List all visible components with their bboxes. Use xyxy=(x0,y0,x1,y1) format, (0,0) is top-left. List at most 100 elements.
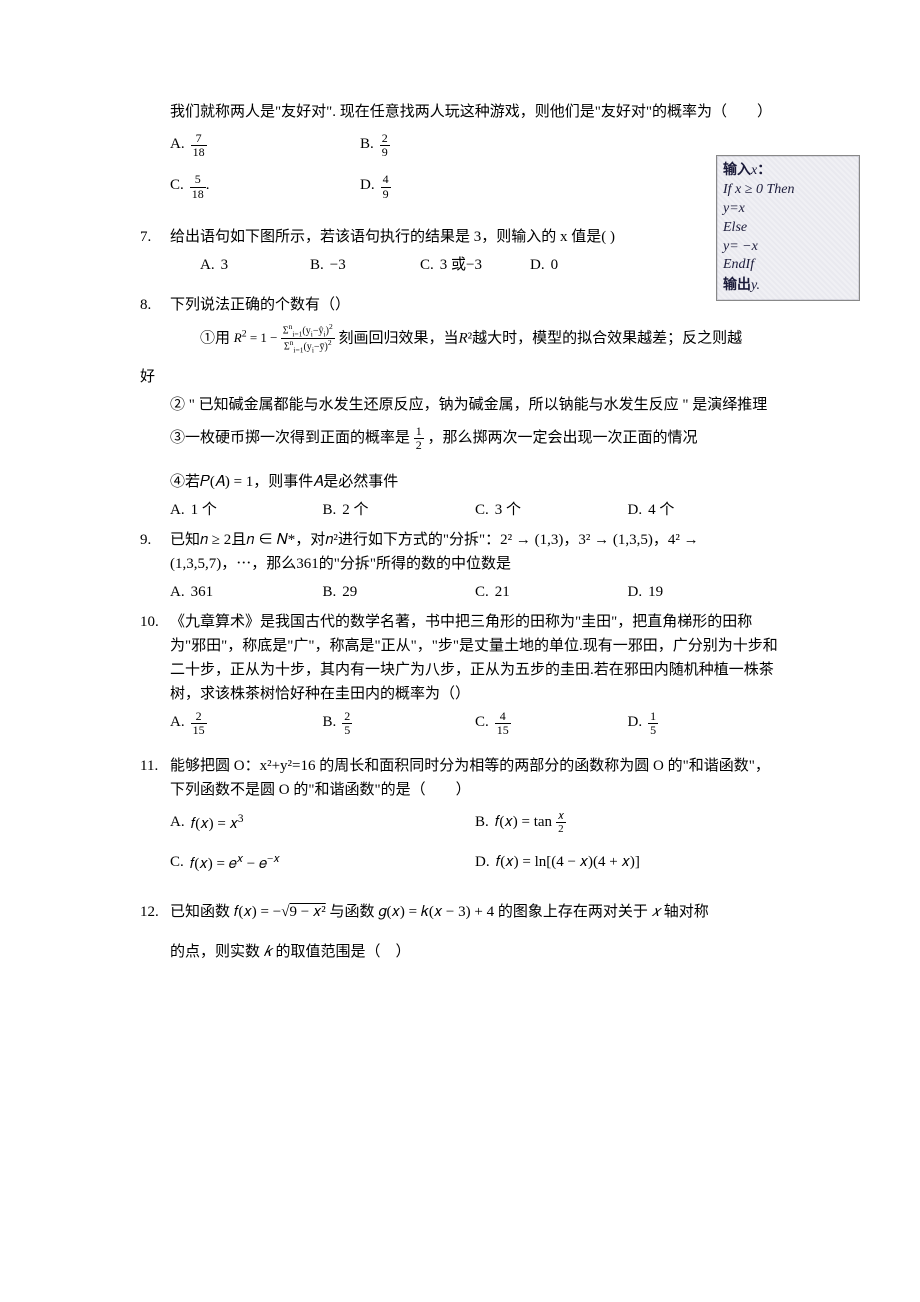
opt-label: B. xyxy=(323,580,337,604)
opt-label: A. xyxy=(170,710,185,734)
code-line-7: 输出y. xyxy=(723,275,853,296)
q12-t9: 𝑘 xyxy=(264,944,272,960)
q11-opt-d: D.𝑓(𝑥) = ln[(4 − 𝑥)(4 + 𝑥)] xyxy=(475,850,780,876)
opt-text: 3 或−3 xyxy=(440,253,482,277)
opt-label: A. xyxy=(170,580,185,604)
code-line-1: 输入x： xyxy=(723,160,853,181)
q9-options: A.361 B.29 C.21 D.19 xyxy=(170,580,780,610)
opt-text: 361 xyxy=(191,580,214,604)
q10-number: 10. xyxy=(140,610,170,743)
code-var: y. xyxy=(751,278,760,293)
code-line-6: EndIf xyxy=(723,256,853,275)
q12-t3: 与函数 xyxy=(330,904,375,920)
frac-den: 15 xyxy=(191,724,207,737)
frac-num: 2 xyxy=(342,710,352,724)
q11-number: 11. xyxy=(140,754,170,890)
q7-opt-a: A.3 xyxy=(200,253,310,277)
opt-label: D. xyxy=(475,850,490,874)
q12-body: 已知函数 𝑓(𝑥) = −√9 − 𝑥² 与函数 𝑔(𝑥) = 𝑘(𝑥 − 3)… xyxy=(170,900,780,964)
frac-num: 4 xyxy=(381,173,391,187)
q9-body: 已知𝑛 ≥ 2且𝑛 ∈ 𝑁*，对𝑛²进行如下方式的"分拆"：2² → (1,3)… xyxy=(170,528,780,610)
opt-text: 𝑓(𝑥) = ln[(4 − 𝑥)(4 + 𝑥)] xyxy=(496,850,640,874)
q10-options: A. 215 B. 25 C. 415 D. 15 xyxy=(170,710,780,743)
opt-label: B. xyxy=(310,253,324,277)
code-line-2: If x ≥ 0 Then xyxy=(723,181,853,200)
opt-label: B. xyxy=(323,710,337,734)
opt-label: B. xyxy=(475,810,489,834)
q9-opt-c: C.21 xyxy=(475,580,628,604)
q12-t5: 的图象上存在两对关于 xyxy=(498,904,648,920)
q11: 11. 能够把圆 O：x²+y²=16 的周长和面积同时分为相等的两部分的函数称… xyxy=(140,754,780,890)
q10-c-frac: 415 xyxy=(495,710,511,737)
q8-stmt3: ③一枚硬币掷一次得到正面的概率是 1 2 ，那么掷两次一定会出现一次正面的情况 xyxy=(170,425,780,452)
q6-intro: 我们就称两人是"友好对". 现在任意找两人玩这种游戏，则他们是"友好对"的概率为… xyxy=(170,100,780,124)
q12-number: 12. xyxy=(140,900,170,964)
frac-num: 5 xyxy=(190,173,206,187)
q10-a-frac: 215 xyxy=(191,710,207,737)
q11-opt-b: B.𝑓(𝑥) = tan 𝑥2 xyxy=(475,810,780,836)
opt-text: 19 xyxy=(648,580,663,604)
opt-text: 0 xyxy=(551,253,559,277)
opt-label: C. xyxy=(420,253,434,277)
q10: 10. 《九章算术》是我国古代的数学名著，书中把三角形的田称为"圭田"，把直角梯… xyxy=(140,610,780,743)
opt-label: D. xyxy=(360,173,375,197)
q6-options: A. 7 18 B. 2 9 C. 5 18 . D. 4 9 xyxy=(170,132,550,215)
q12-t8: 的点，则实数 xyxy=(170,944,260,960)
q8-opt-c: C.3 个 xyxy=(475,498,628,522)
q11-text: 能够把圆 O：x²+y²=16 的周长和面积同时分为相等的两部分的函数称为圆 O… xyxy=(170,754,780,802)
q6-b-frac: 2 9 xyxy=(380,132,390,159)
q7-text: 给出语句如下图所示，若该语句执行的结果是 3，则输入的 x 值是( ) xyxy=(170,225,780,249)
q12-g: 𝑔(𝑥) = 𝑘(𝑥 − 3) + 4 xyxy=(378,904,494,920)
frac-num: 7 xyxy=(191,132,207,146)
q10-body: 《九章算术》是我国古代的数学名著，书中把三角形的田称为"圭田"，把直角梯形的田称… xyxy=(170,610,780,743)
opt-label: C. xyxy=(475,580,489,604)
q8-s1b: 刻画回归效果，当 xyxy=(338,330,458,346)
q12: 12. 已知函数 𝑓(𝑥) = −√9 − 𝑥² 与函数 𝑔(𝑥) = 𝑘(𝑥 … xyxy=(140,900,780,964)
q9-opt-b: B.29 xyxy=(323,580,476,604)
q12-t6: 𝑥 xyxy=(652,904,660,920)
q7: 7. 给出语句如下图所示，若该语句执行的结果是 3，则输入的 x 值是( ) A… xyxy=(140,225,780,283)
q8-s3a: ③一枚硬币掷一次得到正面的概率是 xyxy=(170,430,410,446)
q7-opt-d: D.0 xyxy=(530,253,640,277)
frac-num: 1 xyxy=(414,425,424,439)
q12-line2: 的点，则实数 𝑘 的取值范围是（ ） xyxy=(170,940,780,964)
q8-stmt2: ② " 已知碱金属都能与水发生还原反应，钠为碱金属，所以钠能与水发生反应 " 是… xyxy=(170,393,780,417)
q8-options: A.1 个 B.2 个 C.3 个 D.4 个 xyxy=(170,498,780,528)
q6-opt-d: D. 4 9 xyxy=(360,173,550,200)
code-kw: 输出 xyxy=(723,276,751,292)
frac-den: 5 xyxy=(648,724,658,737)
opt-text: 𝑓(𝑥) = 𝑒𝑥 − 𝑒−𝑥 xyxy=(190,850,280,876)
q8: 8. 下列说法正确的个数有（） ①用 R2 = 1 − Σni=1(yi−ŷi)… xyxy=(140,293,780,355)
frac-den: 9 xyxy=(381,188,391,201)
q11-opt-c: C.𝑓(𝑥) = 𝑒𝑥 − 𝑒−𝑥 xyxy=(170,850,475,876)
frac-num: 2 xyxy=(191,710,207,724)
q6-opt-c: C. 5 18 . xyxy=(170,173,360,200)
opt-text: 𝑓(𝑥) = tan 𝑥2 xyxy=(495,810,566,835)
q8-s1d: ²越大时，模型的拟合效果越差；反之则越 xyxy=(468,330,743,346)
q11-body: 能够把圆 O：x²+y²=16 的周长和面积同时分为相等的两部分的函数称为圆 O… xyxy=(170,754,780,890)
q8-opt-b: B.2 个 xyxy=(323,498,476,522)
q7-number: 7. xyxy=(140,225,170,283)
frac-den: 18 xyxy=(190,188,206,201)
opt-label: A. xyxy=(170,498,185,522)
frac-den: 15 xyxy=(495,724,511,737)
frac-num: 1 xyxy=(648,710,658,724)
q9-text: 已知𝑛 ≥ 2且𝑛 ∈ 𝑁*，对𝑛²进行如下方式的"分拆"：2² → (1,3)… xyxy=(170,528,780,576)
code-line-3: y=x xyxy=(723,200,853,219)
opt-text: 4 个 xyxy=(648,498,674,522)
opt-text: 1 个 xyxy=(191,498,217,522)
q9-opt-a: A. 361 xyxy=(170,580,323,604)
opt-label: B. xyxy=(360,132,374,156)
opt-label: C. xyxy=(170,850,184,874)
frac-den: 18 xyxy=(191,146,207,159)
q8-number: 8. xyxy=(140,293,170,355)
frac-den: 5 xyxy=(342,724,352,737)
q10-opt-b: B. 25 xyxy=(323,710,476,737)
q9: 9. 已知𝑛 ≥ 2且𝑛 ∈ 𝑁*，对𝑛²进行如下方式的"分拆"：2² → (1… xyxy=(140,528,780,610)
q7-options: A.3 B.−3 C.3 或−3 D.0 xyxy=(200,253,780,283)
q8-s1a: ①用 xyxy=(200,330,230,346)
q8-stmt1-line: ①用 R2 = 1 − Σni=1(yi−ŷi)2 Σni=1(yi−ȳ)2 刻… xyxy=(200,323,780,355)
opt-label: D. xyxy=(628,498,643,522)
opt-text: 𝑓(𝑥) = 𝑥3 xyxy=(191,810,244,836)
q10-text: 《九章算术》是我国古代的数学名著，书中把三角形的田称为"圭田"，把直角梯形的田称… xyxy=(170,610,780,706)
